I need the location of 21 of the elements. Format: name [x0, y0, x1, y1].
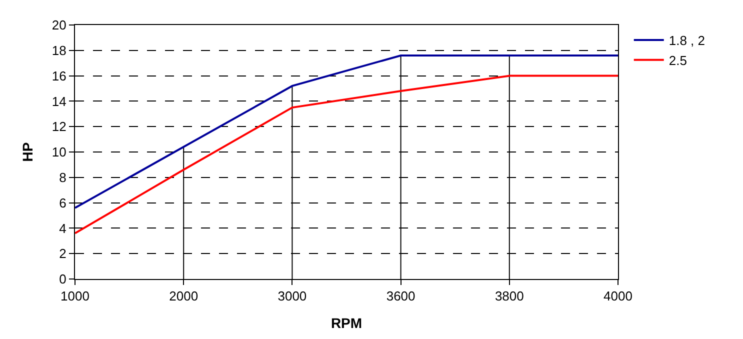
y-tick-label: 0	[59, 272, 66, 287]
y-tick-label: 8	[59, 170, 66, 185]
y-tick-label: 14	[52, 94, 66, 109]
y-tick-label: 12	[52, 119, 66, 134]
x-tick-label: 3800	[494, 288, 524, 304]
x-tick-label: 4000	[604, 288, 632, 304]
y-tick-label: 2	[59, 246, 66, 262]
y-tick-label: 18	[52, 42, 66, 58]
legend-label: 1.8 , 2	[668, 33, 705, 48]
y-tick-label: 20	[52, 18, 66, 33]
y-tick-label: 6	[59, 195, 66, 210]
y-axis-title: HP	[20, 142, 36, 162]
x-tick-label: 3000	[278, 288, 307, 304]
x-tick-label: 2000	[169, 288, 198, 304]
x-axis-title: RPM	[330, 314, 362, 331]
legend-label: 2.5	[668, 52, 687, 68]
x-tick-label: 1000	[60, 288, 90, 304]
y-tick-label: 16	[52, 68, 66, 84]
x-tick-label: 3600	[386, 288, 416, 304]
y-tick-label: 4	[59, 220, 66, 236]
y-tick-label: 10	[52, 144, 66, 160]
